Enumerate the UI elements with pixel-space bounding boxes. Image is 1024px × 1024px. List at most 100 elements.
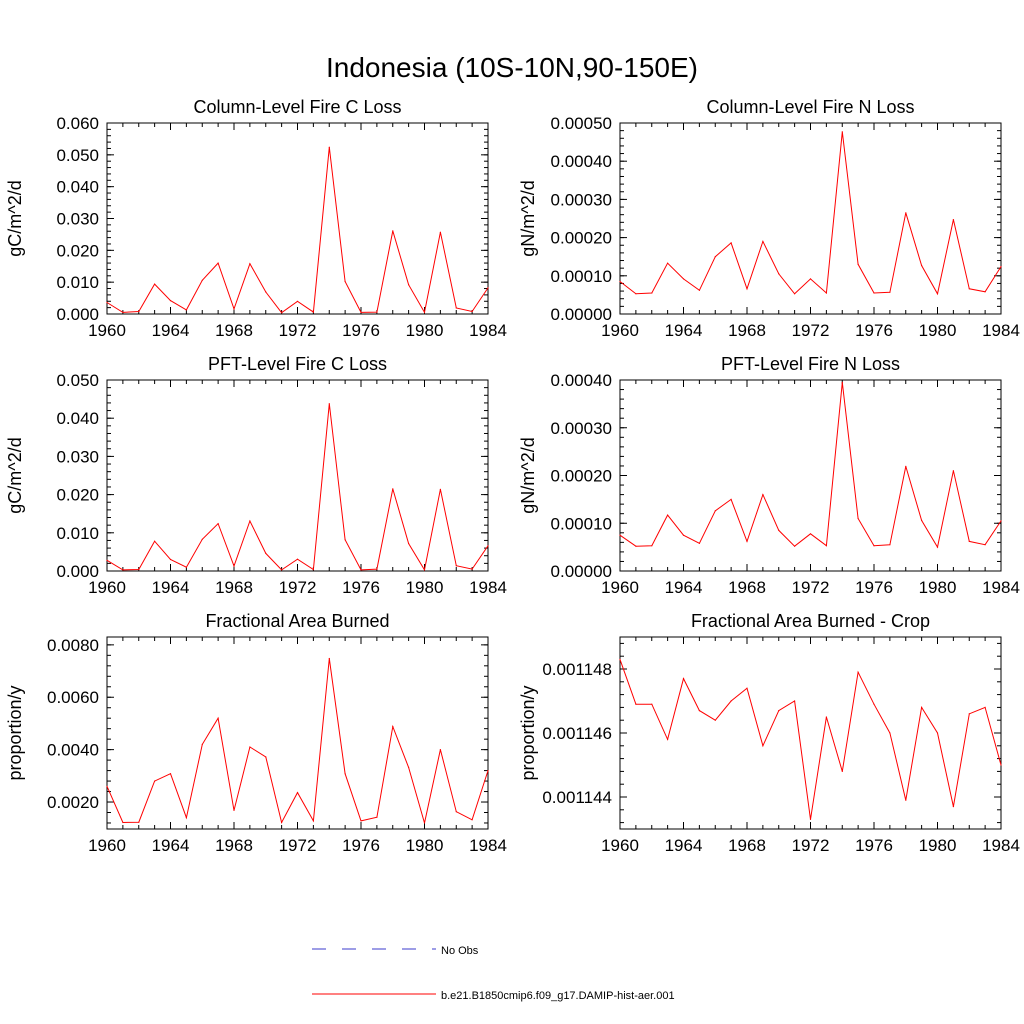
data-point (714, 510, 716, 512)
data-point (154, 540, 156, 542)
data-point (794, 545, 796, 547)
data-point (122, 821, 124, 824)
data-point (968, 540, 970, 543)
x-tick-label: 1964 (152, 578, 190, 597)
y-tick-label: 0.030 (56, 210, 99, 229)
data-point (249, 263, 251, 265)
x-tick-label: 1960 (88, 578, 126, 597)
data-point (455, 811, 457, 813)
data-point (201, 279, 203, 281)
panel-title: PFT-Level Fire C Loss (208, 354, 387, 374)
x-tick-label: 1980 (406, 578, 444, 597)
x-tick-label: 1980 (406, 321, 444, 340)
y-tick-label: 0.0020 (47, 793, 99, 812)
x-tick-label: 1964 (665, 321, 703, 340)
y-tick-label: 0.040 (56, 409, 99, 428)
y-axis-label: gC/m^2/d (5, 437, 25, 513)
data-point (455, 565, 457, 567)
data-point (778, 710, 780, 712)
y-tick-label: 0.00000 (551, 562, 612, 581)
y-tick-label: 0.0080 (47, 636, 99, 655)
data-point (651, 545, 653, 547)
data-point (825, 292, 828, 294)
panel-title: PFT-Level Fire N Loss (721, 354, 900, 374)
x-tick-label: 1976 (855, 578, 893, 597)
data-point (905, 212, 907, 214)
data-point (344, 539, 346, 541)
y-tick-label: 0.060 (56, 114, 99, 133)
x-tick-label: 1964 (152, 321, 190, 340)
data-point (185, 309, 187, 311)
x-tick-label: 1968 (215, 321, 253, 340)
y-tick-label: 0.030 (56, 447, 99, 466)
x-tick-label: 1960 (88, 321, 126, 340)
data-point (376, 311, 378, 313)
data-point (265, 291, 267, 293)
data-point (408, 542, 410, 545)
data-point (106, 301, 108, 304)
x-tick-label: 1984 (982, 578, 1020, 597)
data-point (185, 817, 187, 819)
data-point (217, 523, 219, 525)
y-tick-label: 0.00020 (551, 229, 612, 248)
y-tick-label: 0.00010 (551, 267, 612, 286)
x-tick-label: 1976 (342, 321, 380, 340)
data-point (471, 819, 473, 821)
panel-title: Column-Level Fire C Loss (193, 97, 401, 117)
data-point (857, 517, 859, 520)
legend-label-series: b.e21.B1850cmip6.f09_g17.DAMIP-hist-aer.… (441, 990, 675, 1002)
data-point (667, 262, 669, 264)
x-tick-label: 1964 (152, 836, 190, 855)
x-tick-label: 1968 (728, 836, 766, 855)
data-point (106, 559, 108, 561)
data-point (857, 671, 859, 673)
data-point (408, 766, 410, 769)
data-point (328, 146, 330, 148)
x-tick-label: 1980 (919, 578, 957, 597)
data-point (714, 719, 716, 721)
y-tick-label: 0.040 (56, 178, 99, 197)
y-axis-label: gN/m^2/d (518, 180, 538, 256)
data-point (408, 284, 410, 286)
data-point (1000, 764, 1002, 766)
x-tick-label: 1964 (665, 578, 703, 597)
data-point (471, 568, 473, 570)
data-point (392, 230, 394, 232)
y-tick-label: 0.00030 (551, 190, 612, 209)
y-tick-label: 0.000 (56, 562, 99, 581)
data-point (487, 770, 489, 772)
y-tick-label: 0.020 (56, 486, 99, 505)
data-point (138, 310, 140, 313)
legend: No Obs b.e21.B1850cmip6.f09_g17.DAMIP-hi… (312, 945, 675, 1002)
chart-panel-2: PFT-Level Fire C Loss gC/m^2/d 1960 1964 196… (5, 354, 507, 597)
series-line (619, 382, 1002, 549)
data-point (651, 292, 653, 294)
data-point (762, 240, 764, 242)
data-point (841, 770, 843, 773)
data-point (217, 717, 219, 719)
y-tick-label: 0.010 (56, 273, 99, 292)
x-tick-label: 1968 (728, 578, 766, 597)
y-tick-label: 0.00020 (551, 467, 612, 486)
x-tick-label: 1976 (855, 321, 893, 340)
data-point (698, 289, 701, 291)
data-point (376, 816, 378, 818)
data-point (794, 700, 796, 702)
data-point (778, 529, 780, 532)
series-line (619, 659, 1002, 820)
data-point (312, 568, 314, 571)
y-tick-label: 0.001144 (542, 788, 612, 807)
data-point (905, 799, 907, 801)
x-tick-label: 1960 (601, 836, 639, 855)
data-point (169, 300, 172, 302)
data-point (936, 546, 939, 548)
data-point (185, 566, 187, 568)
data-point (423, 311, 426, 313)
x-tick-label: 1960 (601, 578, 639, 597)
data-point (889, 732, 891, 734)
data-point (1000, 266, 1002, 268)
data-point (312, 311, 314, 313)
data-point (154, 780, 156, 782)
data-point (635, 293, 637, 295)
y-axis-label: gC/m^2/d (5, 180, 25, 256)
